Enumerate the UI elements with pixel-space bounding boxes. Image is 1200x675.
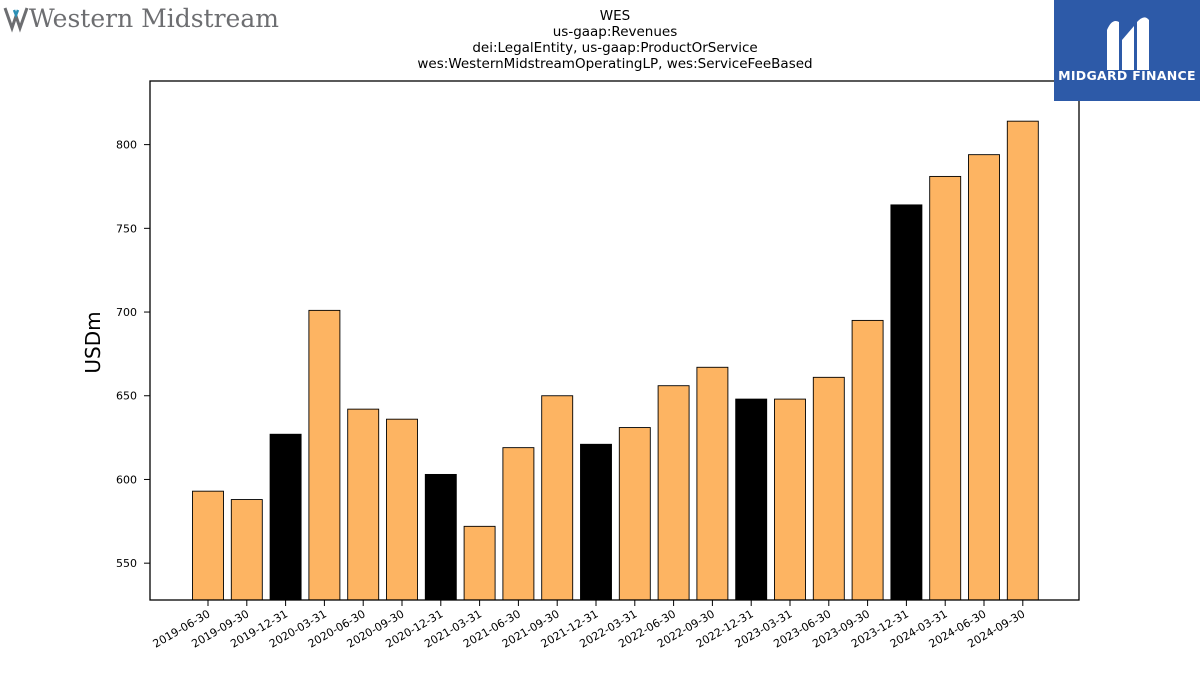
bar (347, 408, 380, 601)
y-axis: 550 600 650 700 750 800 (116, 139, 150, 570)
bar (192, 490, 224, 601)
midgard-finance-logo: MIDGARD FINANCE (1054, 0, 1200, 101)
y-tick-label: 800 (116, 139, 137, 152)
y-tick-label: 600 (116, 473, 137, 486)
chart-title-line: us-gaap:Revenues (553, 24, 678, 40)
bar (774, 398, 806, 601)
chart-title-line: WES (600, 8, 630, 24)
y-tick-label: 750 (116, 222, 137, 235)
bar (424, 473, 457, 601)
bar (696, 366, 729, 601)
western-midstream-logo: Western Midstream (3, 4, 279, 33)
bar (308, 309, 341, 601)
bar (812, 376, 845, 601)
bar (269, 433, 302, 601)
midgard-logo-mark (1107, 17, 1149, 70)
bar (929, 175, 962, 601)
bar (851, 319, 884, 601)
x-axis: 2019-06-302019-09-302019-12-312020-03-31… (151, 600, 1027, 651)
chart-title-line: dei:LegalEntity, us-gaap:ProductOrServic… (472, 40, 757, 56)
bar (386, 418, 418, 601)
bar (890, 204, 923, 601)
company-logo-text: Western Midstream (29, 4, 279, 33)
bar (580, 443, 612, 601)
bar (968, 154, 1000, 601)
y-tick-label: 650 (116, 390, 137, 403)
bar (230, 499, 263, 601)
chart-title-line: wes:WesternMidstreamOperatingLP, wes:Ser… (417, 56, 812, 72)
bars (192, 120, 1039, 601)
bar (1006, 120, 1039, 601)
y-tick-label: 550 (116, 557, 137, 570)
bar (735, 398, 768, 601)
y-tick-label: 700 (116, 306, 137, 319)
bar (502, 447, 535, 601)
y-axis-label: USDm (81, 311, 105, 373)
bar (657, 385, 690, 601)
publisher-logo-text: MIDGARD FINANCE (1058, 68, 1196, 83)
plot-frame (149, 80, 1080, 601)
bar (541, 395, 574, 601)
bar (463, 525, 496, 601)
bar (618, 427, 651, 601)
